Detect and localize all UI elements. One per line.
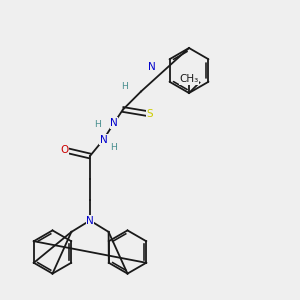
Text: CH₃: CH₃ (179, 74, 199, 85)
Text: O: O (60, 145, 69, 155)
Text: N: N (110, 118, 118, 128)
Text: H: H (121, 82, 128, 91)
Text: N: N (86, 215, 94, 226)
Text: H: H (111, 142, 117, 152)
Text: N: N (148, 62, 155, 72)
Text: N: N (100, 134, 107, 145)
Text: H: H (94, 120, 101, 129)
Text: S: S (147, 109, 153, 119)
